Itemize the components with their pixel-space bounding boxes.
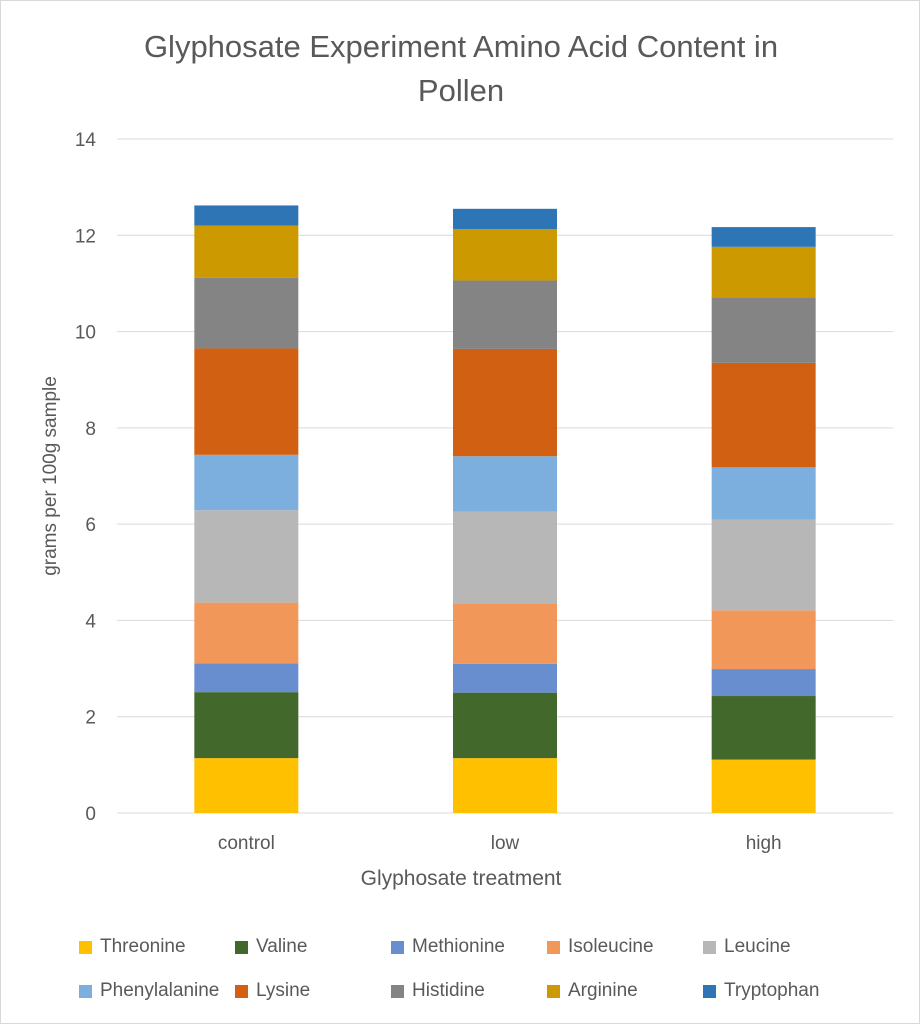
legend-item-isoleucine: Isoleucine (547, 935, 654, 959)
bar-segment-leucine-high (711, 519, 816, 611)
y-tick-label: 14 (75, 130, 97, 151)
bar-segment-phenylalanine-control (194, 454, 299, 511)
legend-label: Leucine (724, 936, 791, 957)
y-tick-label: 0 (85, 804, 96, 825)
y-tick-label: 4 (85, 611, 96, 632)
bar-segment-valine-control (194, 692, 299, 759)
legend-swatch (79, 940, 92, 954)
legend-item-phenylalanine: Phenylalanine (79, 979, 219, 1003)
bar-segment-arginine-low (453, 229, 557, 281)
x-tick-label-high: high (746, 833, 782, 854)
legend-label: Lysine (256, 980, 311, 1001)
legend-item-threonine: Threonine (79, 935, 186, 959)
chart-title-line-2: Pollen (417, 73, 505, 108)
legend-swatch (391, 984, 404, 998)
legend-label: Arginine (568, 980, 638, 1001)
legend-label: Histidine (412, 980, 485, 1001)
bar-segment-valine-low (453, 692, 557, 759)
legend-swatch (235, 940, 248, 954)
bar-segment-isoleucine-low (453, 603, 557, 664)
bar-segment-tryptophan-high (711, 227, 816, 247)
bar-segment-threonine-control (194, 758, 299, 813)
x-tick-label-control: control (218, 833, 275, 854)
y-tick-label: 12 (75, 226, 96, 247)
bar-segment-phenylalanine-low (453, 456, 557, 512)
bar-segment-histidine-low (453, 280, 557, 349)
legend-swatch (547, 984, 560, 998)
bar-segment-histidine-high (711, 297, 816, 363)
bar-segment-isoleucine-control (194, 602, 299, 664)
legend-item-valine: Valine (235, 935, 307, 959)
legend-item-arginine: Arginine (547, 979, 638, 1003)
bar-segment-arginine-control (194, 225, 299, 278)
y-tick-label: 2 (85, 708, 96, 729)
bar-segment-lysine-low (453, 348, 557, 457)
x-tick-label-low: low (491, 833, 520, 854)
bar-segment-leucine-control (194, 510, 299, 603)
bar-segment-threonine-low (453, 758, 557, 813)
legend-label: Threonine (100, 936, 186, 957)
legend-label: Isoleucine (568, 936, 654, 957)
x-axis-title: Glyphosate treatment (360, 867, 562, 890)
legend-label: Methionine (412, 936, 505, 957)
legend-swatch (235, 984, 248, 998)
legend-swatch (703, 940, 716, 954)
y-tick-label: 6 (85, 515, 96, 536)
bar-segment-tryptophan-low (453, 208, 557, 230)
bar-segment-histidine-control (194, 277, 299, 349)
bar-segment-lysine-control (194, 348, 299, 455)
bar-segment-methionine-control (194, 663, 299, 693)
plot-area: 0 2 4 6 8 10 12 14 control low high (75, 130, 893, 854)
bar-segment-tryptophan-control (194, 205, 299, 226)
legend-item-tryptophan: Tryptophan (703, 979, 819, 1003)
bar-segment-threonine-high (711, 759, 816, 813)
legend-item-methionine: Methionine (391, 935, 505, 959)
legend-label: Tryptophan (724, 980, 820, 1001)
y-axis-title: grams per 100g sample (40, 376, 61, 576)
legend-item-histidine: Histidine (391, 979, 485, 1003)
y-tick-label: 8 (85, 419, 96, 440)
legend-label: Phenylalanine (100, 980, 220, 1001)
y-tick-label: 10 (75, 323, 96, 344)
bar-segment-leucine-low (453, 511, 557, 604)
bar-segment-methionine-low (453, 663, 557, 693)
legend-swatch (547, 940, 560, 954)
bar-segment-isoleucine-high (711, 610, 816, 670)
legend-item-leucine: Leucine (703, 935, 791, 959)
bar-segment-phenylalanine-high (711, 467, 816, 520)
legend-item-lysine: Lysine (235, 979, 310, 1003)
legend-swatch (391, 940, 404, 954)
bar-segment-arginine-high (711, 246, 816, 298)
bar-segment-lysine-high (711, 362, 816, 468)
bar-segment-valine-high (711, 696, 816, 760)
legend-label: Valine (256, 936, 308, 957)
legend-swatch (79, 984, 92, 998)
bar-segment-methionine-high (711, 669, 816, 697)
legend-swatch (703, 984, 716, 998)
chart-title-line-1: Glyphosate Experiment Amino Acid Content… (143, 29, 779, 64)
